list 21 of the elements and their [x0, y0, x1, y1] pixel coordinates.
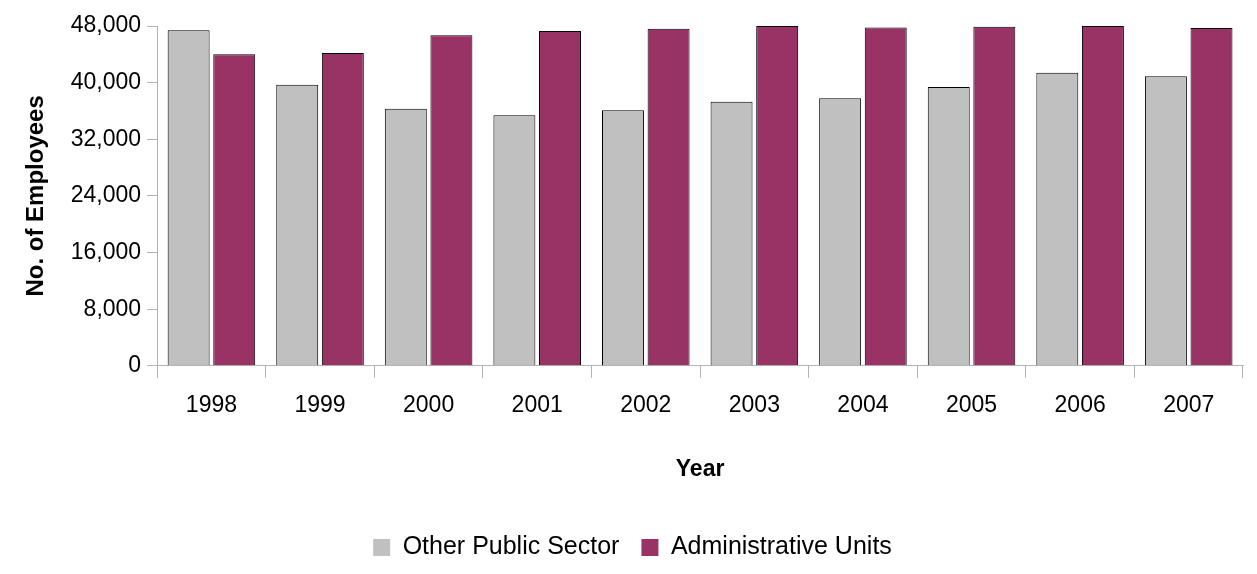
x-tick-label: 1999	[294, 390, 346, 417]
legend-label: Other Public Sector	[402, 531, 620, 560]
legend-label: Administrative Units	[670, 531, 892, 560]
x-tick-label: 2004	[837, 390, 889, 417]
y-axis-title: No. of Employees	[21, 95, 49, 297]
y-tick-label: 40,000	[70, 67, 142, 94]
y-tick-label: 8,000	[83, 294, 142, 321]
y-tick-label: 48,000	[70, 11, 142, 38]
x-tick-label: 2003	[728, 390, 780, 417]
x-tick-label: 2006	[1054, 390, 1106, 417]
x-tick-label: 1998	[185, 390, 238, 417]
x-axis-title: Year	[675, 454, 725, 481]
y-tick-label: 16,000	[70, 237, 142, 264]
x-tick-label: 2005	[945, 390, 998, 417]
x-tick-label: 2000	[403, 390, 455, 417]
y-tick-label: 24,000	[70, 181, 142, 208]
x-tick-label: 2001	[511, 390, 563, 417]
y-tick-label: 0	[128, 351, 142, 378]
y-tick-label: 32,000	[70, 124, 142, 151]
x-tick-label: 2002	[620, 390, 672, 417]
x-tick-label: 2007	[1163, 390, 1215, 417]
